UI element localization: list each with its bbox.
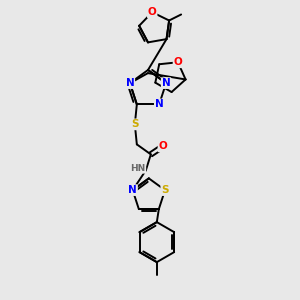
Text: N: N — [155, 99, 164, 110]
Text: N: N — [128, 185, 137, 195]
Text: N: N — [162, 78, 170, 88]
Text: S: S — [161, 185, 169, 195]
Text: S: S — [131, 119, 139, 129]
Text: N: N — [126, 78, 134, 88]
Text: O: O — [174, 57, 182, 67]
Text: O: O — [158, 141, 167, 152]
Text: O: O — [148, 7, 157, 17]
Text: HN: HN — [130, 164, 146, 173]
